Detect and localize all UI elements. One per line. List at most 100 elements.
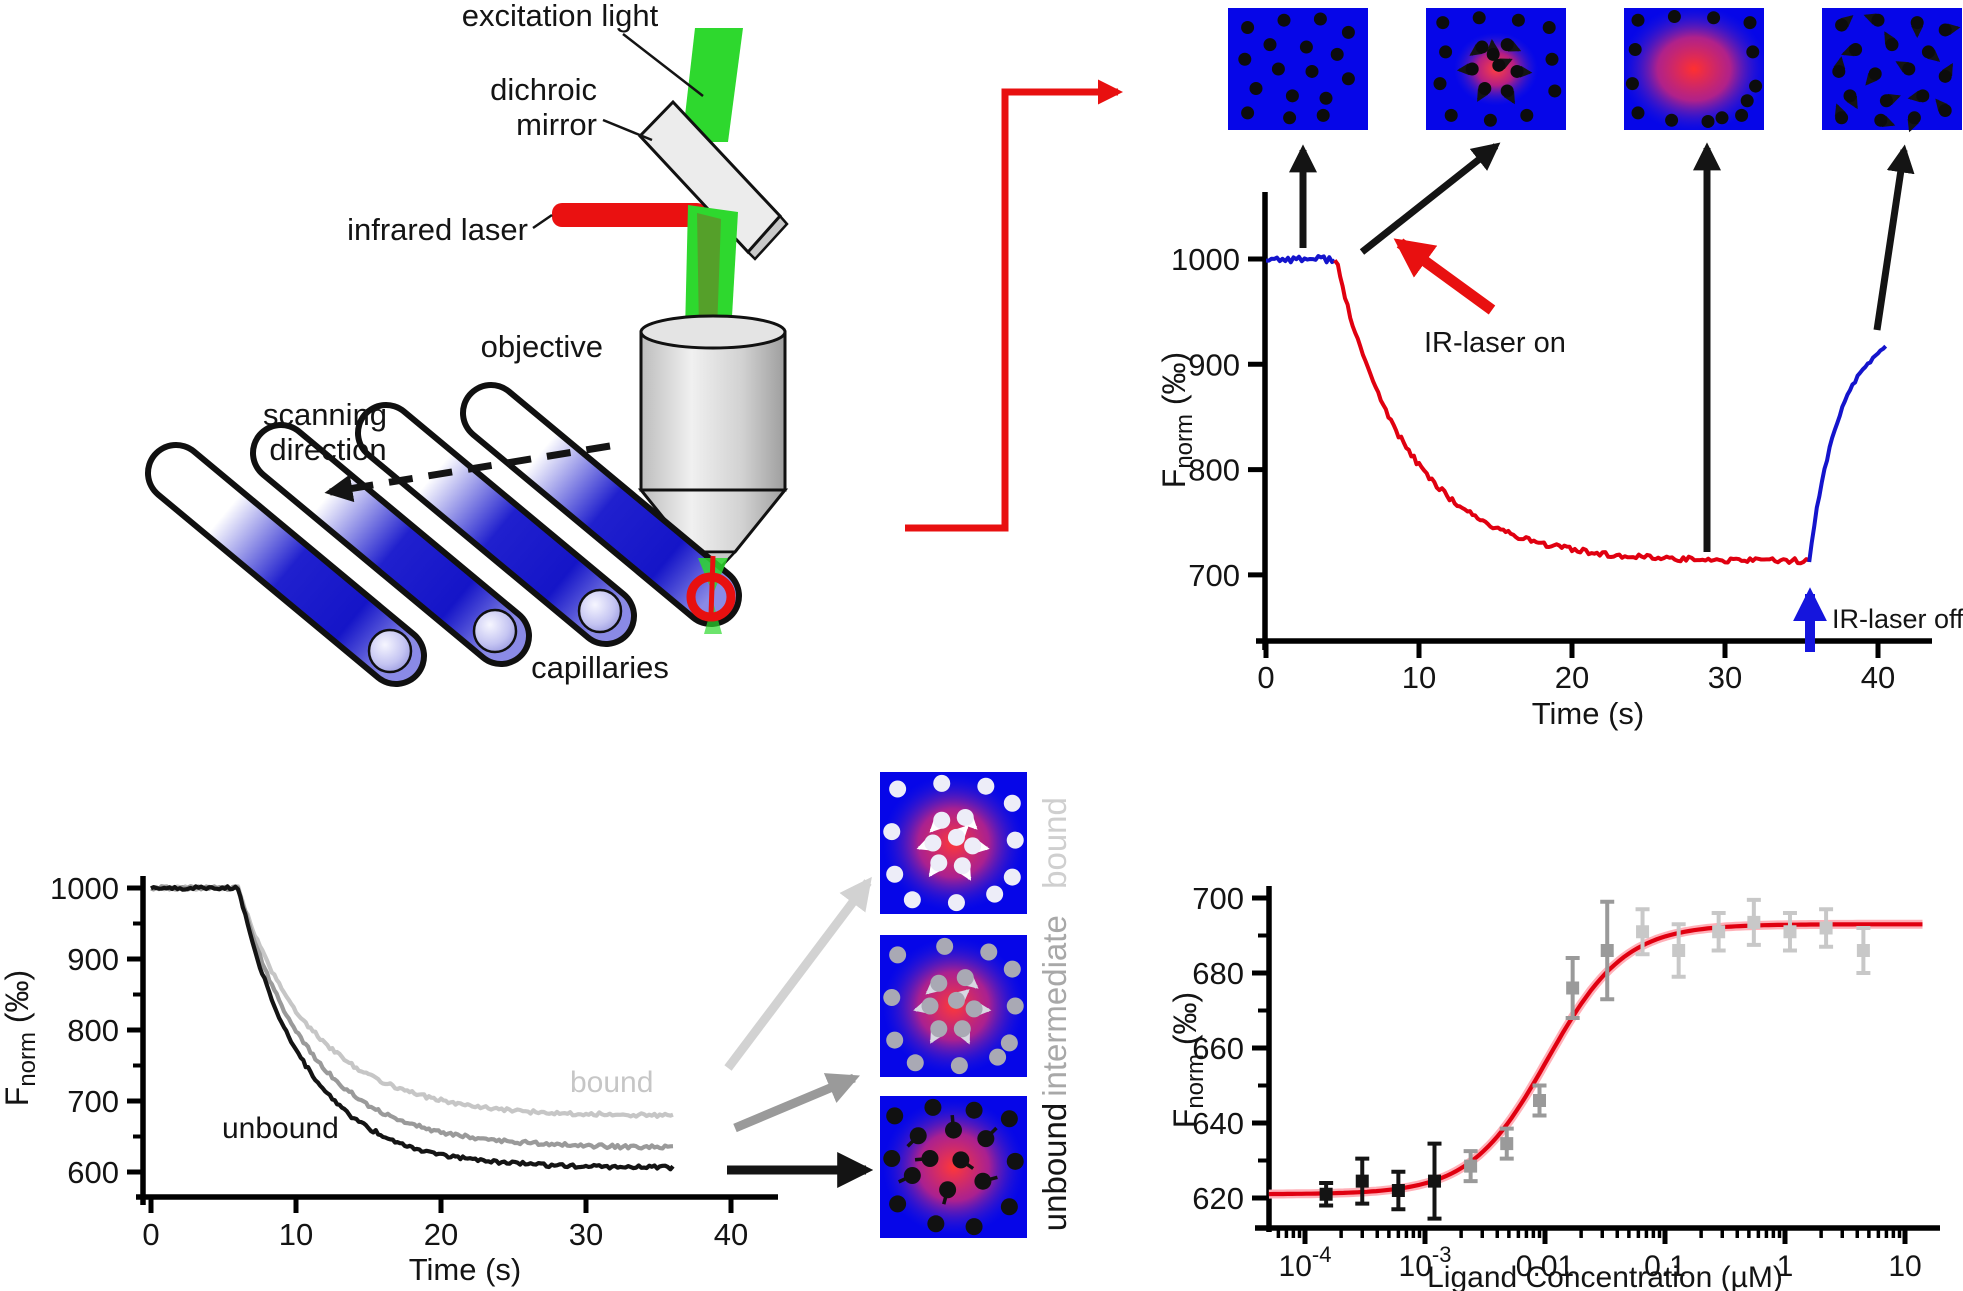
particle-dot: [1341, 25, 1355, 39]
particle-dot: [1548, 84, 1562, 98]
particle-dot: [933, 811, 951, 829]
particle-dot: [1341, 72, 1355, 86]
particle-dot: [1006, 997, 1024, 1015]
particle-dot: [1885, 38, 1899, 52]
particle-dot: [1625, 77, 1639, 91]
x-tick-label: 10-3: [1399, 1242, 1452, 1283]
tick-label: 1000: [50, 871, 119, 906]
particle-dot: [1835, 111, 1849, 125]
particle-dot: [965, 1218, 983, 1236]
particle-dot: [1003, 960, 1021, 978]
particle-dot: [1006, 1152, 1024, 1170]
tick-label: 900: [67, 942, 119, 977]
particle-dot: [1849, 42, 1863, 56]
particle-dot: [964, 837, 982, 855]
state-intermediate: [880, 935, 1027, 1077]
particle-dot: [883, 823, 901, 841]
curve-label-unbound: unbound: [222, 1112, 339, 1145]
label-dichroic: dichroic: [490, 72, 597, 107]
particle-dot: [1749, 79, 1763, 93]
particle-dot: [886, 865, 904, 883]
particle-dot: [1921, 45, 1935, 59]
label-scanning: scanning: [263, 397, 387, 432]
data-point: [1600, 944, 1614, 957]
particle-dot: [1938, 23, 1952, 37]
particle-dot: [1701, 114, 1715, 128]
particle-dot: [1879, 94, 1893, 108]
particle-dot: [1241, 106, 1255, 120]
data-point: [1566, 981, 1580, 995]
particle-dot: [965, 1000, 983, 1018]
ir-beam-reflected: [697, 213, 721, 332]
particle-dot: [1667, 10, 1681, 24]
state-laser-on-start: [1426, 8, 1566, 130]
data-point: [1747, 915, 1761, 929]
particle-dot: [889, 780, 907, 798]
state-panels-top: [1228, 8, 1962, 133]
particle-dot: [1305, 64, 1319, 78]
y-axis-label: Fnorm (‰): [1156, 352, 1198, 488]
tick-label: 40: [714, 1217, 748, 1252]
data-point: [1672, 944, 1686, 957]
state-bound: [880, 772, 1027, 914]
particle-dot: [1835, 18, 1849, 32]
particle-dot: [930, 1020, 948, 1038]
curve-label-bound: bound: [570, 1066, 653, 1099]
trace-fluorescence-laser-off: [1266, 254, 1336, 265]
particle-dot: [906, 1054, 924, 1072]
particle-dot: [1238, 52, 1252, 66]
data-point: [1355, 1174, 1369, 1188]
data-point: [1783, 925, 1797, 939]
particle-dot: [986, 885, 1004, 903]
pointer-infrared: [532, 213, 553, 230]
tick-label: 700: [1192, 881, 1244, 916]
particle-dot: [1500, 38, 1514, 52]
arrow-to-bound: [724, 876, 872, 1071]
y-axis-label: Fnorm (‰): [0, 970, 41, 1106]
data-point: [1428, 1174, 1442, 1188]
particle-dot: [1631, 13, 1645, 27]
tick-label: 700: [67, 1084, 119, 1119]
data-point: [1533, 1094, 1547, 1107]
binding-trace-axes: 600 700 800 900 1000 0 10 20 30 40 Fnorm (‰): [0, 871, 778, 1252]
data-point: [1464, 1159, 1478, 1173]
particle-dot: [977, 777, 995, 795]
side-label-intermediate: intermediate: [1036, 915, 1073, 1097]
ir-laser-on-arrow: [1393, 238, 1496, 315]
x-tick-label: 0.01: [1516, 1250, 1574, 1283]
particle-dot: [1003, 868, 1021, 886]
tick-label: 600: [67, 1155, 119, 1190]
scanning-direction-arrow: [324, 442, 611, 503]
particle-dot: [1746, 45, 1760, 59]
fit-curve: [1268, 922, 1923, 1197]
particle-dot: [1511, 13, 1525, 27]
particle-dot: [1285, 89, 1299, 103]
pointer-excitation: [622, 33, 704, 97]
mst-trace-curves: [1266, 254, 1888, 566]
instrument-schematic: excitation light dichroic mirror infrare…: [145, 0, 789, 687]
fit-curve-halo: [1268, 919, 1923, 1199]
tick-label: 20: [424, 1217, 458, 1252]
arrow-to-intermediate: [733, 1073, 860, 1133]
data-point: [1500, 1137, 1514, 1151]
particle-dot: [1916, 89, 1930, 103]
particle-dot: [1433, 77, 1447, 91]
particle-dot: [1740, 94, 1754, 108]
particle-dot: [1907, 111, 1921, 125]
binding-trace-curves: [150, 884, 675, 1172]
tick-label: 680: [1192, 956, 1244, 991]
particle-dot: [883, 1149, 901, 1167]
particle-dot: [1938, 103, 1952, 117]
x-tick-label: 0.1: [1644, 1250, 1686, 1283]
trace-back-diffusion-laser-off: [1807, 344, 1888, 563]
particle-dot: [1316, 108, 1330, 122]
label-mirror: mirror: [516, 107, 597, 142]
particle-dot: [1542, 21, 1556, 35]
particle-dot: [1313, 12, 1327, 26]
particle-dot: [1910, 16, 1924, 30]
arrow-to-state-4: [1873, 144, 1915, 331]
particle-dot: [1492, 58, 1506, 72]
particle-dot: [1000, 1034, 1018, 1052]
tick-label: 10: [279, 1217, 313, 1252]
